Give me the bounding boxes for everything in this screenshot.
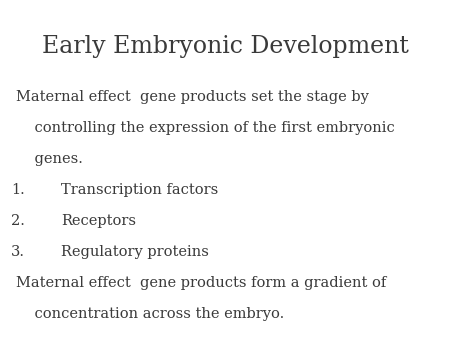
Text: Early Embryonic Development: Early Embryonic Development xyxy=(41,35,409,58)
Text: Regulatory proteins: Regulatory proteins xyxy=(61,245,209,259)
Text: Maternal effect  gene products set the stage by: Maternal effect gene products set the st… xyxy=(16,90,369,103)
Text: Receptors: Receptors xyxy=(61,214,136,228)
Text: Transcription factors: Transcription factors xyxy=(61,183,218,197)
Text: 2.: 2. xyxy=(11,214,25,228)
Text: 3.: 3. xyxy=(11,245,25,259)
Text: controlling the expression of the first embryonic: controlling the expression of the first … xyxy=(16,121,395,135)
Text: genes.: genes. xyxy=(16,152,83,166)
Text: 1.: 1. xyxy=(11,183,25,197)
Text: Maternal effect  gene products form a gradient of: Maternal effect gene products form a gra… xyxy=(16,276,386,290)
Text: concentration across the embryo.: concentration across the embryo. xyxy=(16,307,284,321)
